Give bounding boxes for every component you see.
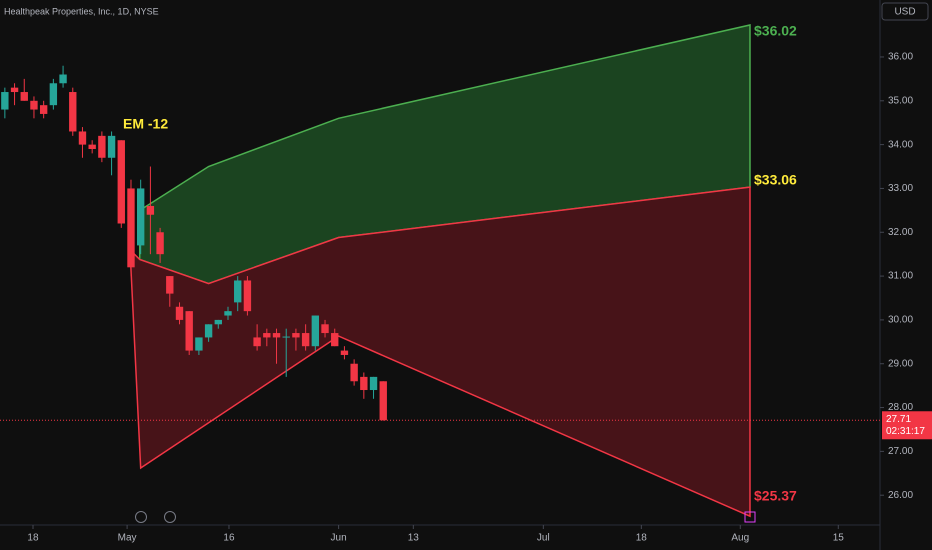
currency[interactable]: USD	[894, 7, 915, 18]
candle-body	[69, 92, 77, 132]
candle-body	[331, 333, 339, 347]
candle-body	[20, 92, 28, 101]
candle-body	[224, 311, 232, 316]
candle-body	[340, 350, 349, 355]
candle-body	[78, 131, 87, 145]
candle-body	[282, 336, 290, 338]
candle-body	[156, 232, 164, 255]
zone-label: $36.02	[754, 23, 797, 39]
candle-body	[321, 324, 329, 334]
annotation: EM -12	[123, 116, 168, 132]
candle-body	[263, 333, 271, 338]
y-tick-label: 28.00	[888, 402, 913, 413]
candle-body	[39, 105, 48, 114]
event-icons[interactable]	[135, 511, 756, 523]
candle-body	[117, 140, 125, 224]
candle-body	[234, 280, 242, 303]
countdown: 02:31:17	[886, 426, 925, 437]
candle-body	[10, 87, 19, 93]
x-tick-label: Aug	[731, 533, 749, 544]
candle-body	[49, 83, 58, 106]
candle-body	[166, 276, 174, 294]
candle-body	[243, 280, 252, 312]
candle-body	[253, 337, 261, 347]
y-tick-label: 31.00	[888, 271, 913, 282]
candle-body	[127, 188, 135, 268]
x-tick-label: 18	[636, 533, 648, 544]
y-tick-label: 35.00	[888, 95, 913, 106]
candle-body	[379, 381, 387, 421]
plot-area	[1, 24, 751, 518]
y-tick-label: 32.00	[888, 227, 913, 238]
x-tick-label: Jun	[331, 533, 347, 544]
currency-button[interactable]	[881, 2, 929, 21]
x-tick-label: Jul	[537, 533, 550, 544]
candle-body	[30, 100, 38, 110]
x-tick-label: 18	[27, 533, 39, 544]
y-tick-label: 27.00	[888, 446, 913, 457]
zone-label: $33.06	[754, 172, 797, 188]
zone-label: $25.37	[754, 488, 797, 504]
chart-title: Healthpeak Properties, Inc., 1D, NYSE	[4, 6, 159, 16]
zone	[129, 186, 751, 518]
candle-body	[360, 376, 368, 391]
earnings-icon[interactable]	[135, 511, 147, 523]
candle-body	[214, 319, 222, 325]
last-price-box	[882, 411, 932, 440]
y-tick-label: 36.00	[888, 52, 913, 63]
x-tick-label: 15	[833, 533, 845, 544]
y-tick-label: 30.00	[888, 315, 913, 326]
candle-body	[350, 363, 358, 382]
y-tick-label: 29.00	[888, 358, 913, 369]
candle-body	[292, 333, 300, 338]
candle-body	[272, 333, 281, 338]
y-tick-label: 26.00	[888, 490, 913, 501]
candle-body	[369, 376, 378, 391]
candle-body	[59, 74, 67, 84]
candle-body	[195, 337, 203, 351]
candle-body	[204, 324, 213, 338]
candle-body	[107, 135, 116, 158]
x-tick-label: May	[118, 533, 137, 544]
dividend-icon[interactable]	[164, 511, 176, 523]
candle-body	[98, 135, 106, 158]
candle-body	[311, 315, 320, 347]
candle-body	[1, 92, 9, 110]
x-tick-label: 13	[408, 533, 420, 544]
last-price: 27.71	[886, 414, 911, 425]
y-tick-label: 34.00	[888, 139, 913, 150]
x-tick-label: 16	[223, 533, 235, 544]
candle-body	[301, 333, 310, 347]
candle-body	[146, 205, 155, 215]
candle-body	[88, 144, 96, 149]
earnings-icon[interactable]	[744, 511, 756, 523]
candle-body	[175, 306, 184, 320]
y-tick-label: 33.00	[888, 183, 913, 194]
candle-body	[136, 188, 145, 246]
candle-body	[185, 311, 193, 351]
